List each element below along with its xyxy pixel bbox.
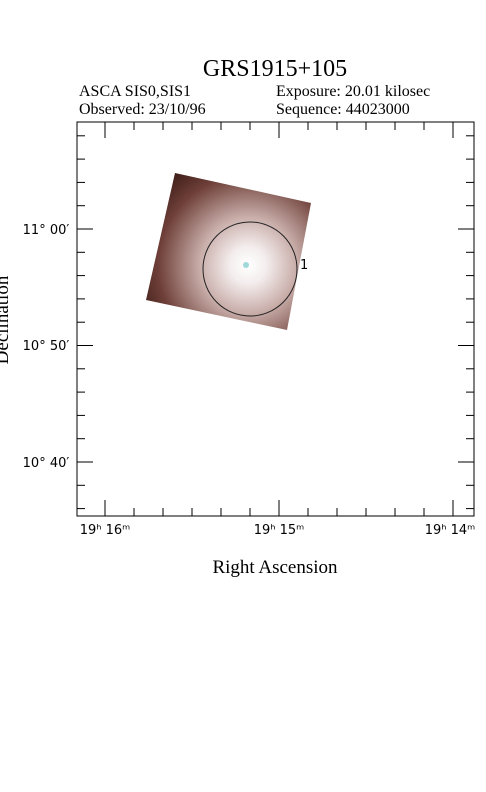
x-tick-label: 19ʰ 15ᵐ <box>254 523 305 538</box>
source-label: 1 <box>300 258 308 273</box>
source-region <box>202 221 298 317</box>
x-axis-label: Right Ascension <box>212 557 338 578</box>
title: GRS1915+105 <box>203 56 347 82</box>
exposure: Exposure: 20.01 kilosec <box>276 83 430 100</box>
plot-frame <box>76 121 475 517</box>
observed: Observed: 23/10/96 <box>79 101 206 118</box>
instrument: ASCA SIS0,SIS1 <box>79 83 191 100</box>
y-tick-label: 11° 00′ <box>23 223 70 238</box>
y-axis-label: Declination <box>0 275 13 364</box>
xray-image <box>146 173 311 330</box>
y-tick-label: 10° 50′ <box>23 339 70 354</box>
y-tick-label: 10° 40′ <box>23 456 70 471</box>
ticks <box>77 122 474 516</box>
sequence: Sequence: 44023000 <box>276 101 410 118</box>
source-core <box>243 262 249 268</box>
x-tick-label: 19ʰ 14ᵐ <box>425 523 476 538</box>
x-tick-label: 19ʰ 16ᵐ <box>80 523 131 538</box>
